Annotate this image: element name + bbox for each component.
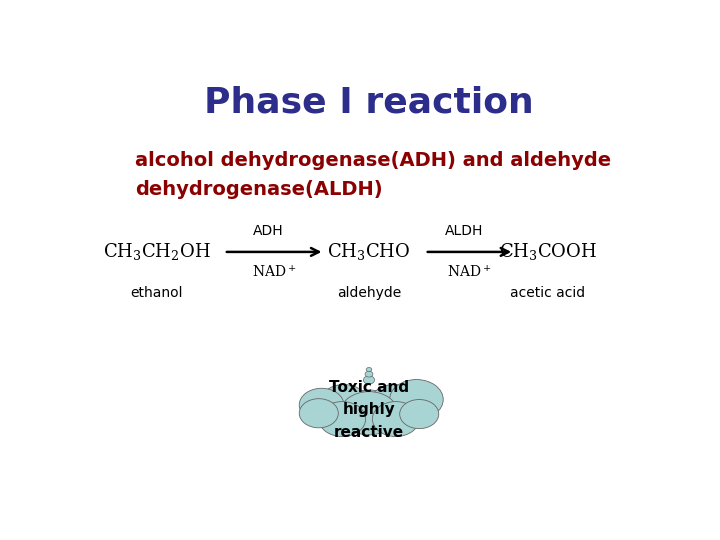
Circle shape <box>300 388 344 422</box>
Circle shape <box>370 384 418 420</box>
Circle shape <box>366 368 372 372</box>
Text: dehydrogenase(ALDH): dehydrogenase(ALDH) <box>135 180 382 199</box>
Text: $\mathregular{CH_3COOH}$: $\mathregular{CH_3COOH}$ <box>498 241 597 262</box>
Circle shape <box>365 371 373 377</box>
Text: $\mathregular{CH_3CH_2OH}$: $\mathregular{CH_3CH_2OH}$ <box>103 241 211 262</box>
Text: ALDH: ALDH <box>445 224 483 238</box>
Circle shape <box>372 402 419 436</box>
Circle shape <box>340 392 398 435</box>
Circle shape <box>300 399 338 428</box>
Text: Phase I reaction: Phase I reaction <box>204 85 534 119</box>
Circle shape <box>364 376 374 384</box>
Circle shape <box>342 390 396 430</box>
Text: ADH: ADH <box>253 224 284 238</box>
Circle shape <box>319 402 366 436</box>
Text: $\mathregular{CH_3CHO}$: $\mathregular{CH_3CHO}$ <box>328 241 410 262</box>
Text: $\mathregular{NAD^+}$: $\mathregular{NAD^+}$ <box>447 263 492 280</box>
Circle shape <box>390 380 444 420</box>
Circle shape <box>320 384 368 420</box>
Text: Toxic and
highly
reactive: Toxic and highly reactive <box>329 380 409 440</box>
Text: acetic acid: acetic acid <box>510 287 585 300</box>
Text: aldehyde: aldehyde <box>337 287 401 300</box>
Text: alcohol dehydrogenase(ADH) and aldehyde: alcohol dehydrogenase(ADH) and aldehyde <box>135 151 611 170</box>
Text: $\mathregular{NAD^+}$: $\mathregular{NAD^+}$ <box>252 263 297 280</box>
Circle shape <box>400 400 438 429</box>
Text: ethanol: ethanol <box>131 287 183 300</box>
